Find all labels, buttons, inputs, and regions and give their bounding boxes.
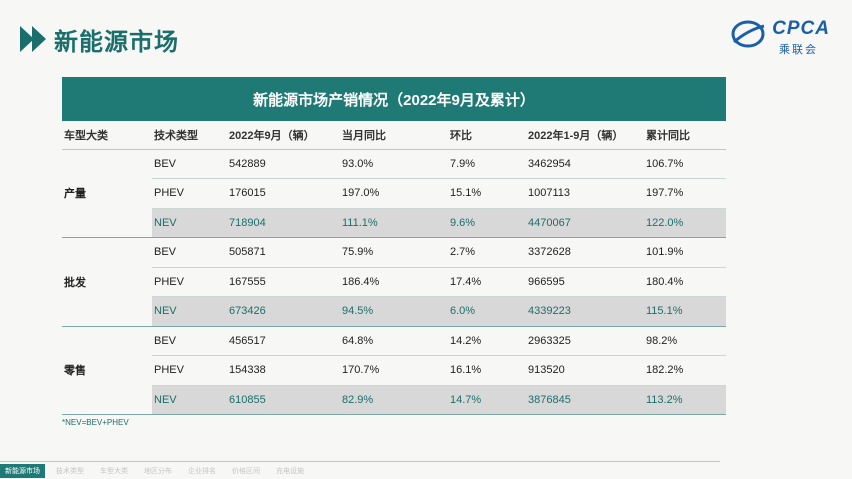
cell: 1007113 (526, 178, 644, 209)
cell: 456517 (227, 326, 340, 356)
col-header-ytd: 2022年1-9月（辆） (526, 121, 644, 150)
table-row: 零售 BEV 456517 64.8% 14.2% 2963325 98.2% (62, 326, 726, 415)
cell: 113.2% (644, 385, 726, 415)
cell: 93.0% (340, 149, 448, 179)
globe-icon (731, 20, 765, 48)
cell: 115.1% (644, 296, 726, 327)
category-cell: 零售 (62, 326, 152, 415)
nav-item-region[interactable]: 地区分布 (144, 468, 172, 475)
table-row: PHEV 176015 197.0% 15.1% 1007113 197.7% (62, 178, 726, 209)
cell: 182.2% (644, 355, 726, 386)
cell: 913520 (526, 355, 644, 386)
cell: NEV (152, 385, 227, 415)
nav-item-nev-market[interactable]: 新能源市场 (0, 464, 45, 478)
cell: 167555 (227, 267, 340, 297)
table-row-nev: NEV 673426 94.5% 6.0% 4339223 115.1% (62, 296, 726, 327)
table-row: PHEV 167555 186.4% 17.4% 966595 180.4% (62, 267, 726, 297)
cell: BEV (152, 149, 227, 179)
footnote: *NEV=BEV+PHEV (62, 418, 129, 427)
col-header-yoy: 当月同比 (340, 121, 448, 150)
cell: 2963325 (526, 326, 644, 356)
cell: 82.9% (340, 385, 448, 415)
cell: BEV (152, 237, 227, 268)
cell: NEV (152, 208, 227, 238)
cell: PHEV (152, 178, 227, 209)
category-cell: 产量 (62, 149, 152, 238)
cell: 610855 (227, 385, 340, 415)
cell: 3876845 (526, 385, 644, 415)
page-header: 新能源市场 (20, 22, 179, 56)
table-row: 批发 BEV 505871 75.9% 2.7% 3372628 101.9% (62, 237, 726, 327)
cell: 15.1% (448, 178, 526, 209)
col-header-ytd-yoy: 累计同比 (644, 121, 726, 150)
nav-item-tech-type[interactable]: 技术类型 (56, 468, 84, 475)
cell: 170.7% (340, 355, 448, 386)
cell: 505871 (227, 237, 340, 268)
cell: 14.2% (448, 326, 526, 356)
cell: 3462954 (526, 149, 644, 179)
cell: 4470067 (526, 208, 644, 238)
table-body: 产量 BEV 542889 93.0% 7.9% 3462954 106.7% … (62, 149, 726, 415)
table-row: 产量 BEV 542889 93.0% 7.9% 3462954 106.7% (62, 149, 726, 238)
bottom-nav: 新能源市场 技术类型 车型大类 地区分布 企业排名 价格区间 充电设施 (0, 464, 315, 478)
table-row: PHEV 154338 170.7% 16.1% 913520 182.2% (62, 355, 726, 386)
cell: 111.1% (340, 208, 448, 238)
cell: 966595 (526, 267, 644, 297)
col-header-tech: 技术类型 (152, 121, 227, 150)
cell: 197.7% (644, 178, 726, 209)
divider (0, 461, 720, 462)
nav-item-charging[interactable]: 充电设施 (276, 468, 304, 475)
cell: 9.6% (448, 208, 526, 238)
table-title: 新能源市场产销情况（2022年9月及累计） (62, 77, 726, 121)
col-header-mom: 环比 (448, 121, 526, 150)
cell: 17.4% (448, 267, 526, 297)
cell: 197.0% (340, 178, 448, 209)
nav-item-price[interactable]: 价格区间 (232, 468, 260, 475)
cell: 4339223 (526, 296, 644, 327)
cell: 14.7% (448, 385, 526, 415)
nav-item-ranking[interactable]: 企业排名 (188, 468, 216, 475)
chevron-right-icon (20, 26, 46, 52)
table-header-row: 车型大类 技术类型 2022年9月（辆） 当月同比 环比 2022年1-9月（辆… (62, 121, 726, 150)
logo-subtext: 乘联会 (779, 44, 818, 56)
logo-text: CPCA (772, 18, 830, 39)
cell: BEV (152, 326, 227, 356)
cell: 2.7% (448, 237, 526, 268)
cpca-logo: CPCA 乘联会 (730, 14, 830, 58)
cell: 542889 (227, 149, 340, 179)
cell: 75.9% (340, 237, 448, 268)
cell: 106.7% (644, 149, 726, 179)
cell: 6.0% (448, 296, 526, 327)
cell: 176015 (227, 178, 340, 209)
cell: 3372628 (526, 237, 644, 268)
page-title: 新能源市场 (54, 28, 179, 56)
cell: 64.8% (340, 326, 448, 356)
cell: 122.0% (644, 208, 726, 238)
nav-item-vehicle-category[interactable]: 车型大类 (100, 468, 128, 475)
cell: 718904 (227, 208, 340, 238)
sales-table: 新能源市场产销情况（2022年9月及累计） 车型大类 技术类型 2022年9月（… (62, 77, 726, 415)
table-row-nev: NEV 610855 82.9% 14.7% 3876845 113.2% (62, 385, 726, 415)
cell: 94.5% (340, 296, 448, 327)
cell: PHEV (152, 267, 227, 297)
cell: NEV (152, 296, 227, 327)
cell: 673426 (227, 296, 340, 327)
cell: 101.9% (644, 237, 726, 268)
cell: 98.2% (644, 326, 726, 356)
col-header-category: 车型大类 (62, 121, 152, 150)
cell: 154338 (227, 355, 340, 386)
cell: 16.1% (448, 355, 526, 386)
category-cell: 批发 (62, 237, 152, 327)
cell: 186.4% (340, 267, 448, 297)
col-header-month: 2022年9月（辆） (227, 121, 340, 150)
table-row-nev: NEV 718904 111.1% 9.6% 4470067 122.0% (62, 208, 726, 238)
cell: 180.4% (644, 267, 726, 297)
cell: PHEV (152, 355, 227, 386)
cell: 7.9% (448, 149, 526, 179)
